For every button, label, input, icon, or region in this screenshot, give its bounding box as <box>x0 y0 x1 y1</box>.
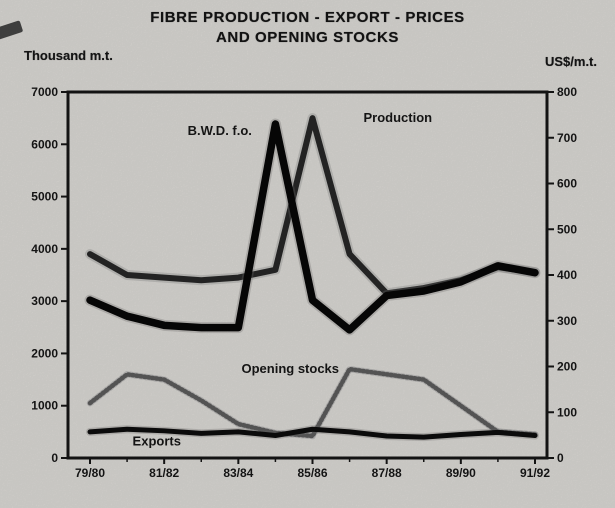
left-axis-tick-label: 3000 <box>31 294 58 308</box>
series-line-production-ghost <box>85 113 540 299</box>
x-axis-tick-label: 91/92 <box>520 466 550 480</box>
left-axis-tick-label: 7000 <box>31 85 58 99</box>
x-axis-tick-label: 87/88 <box>372 466 402 480</box>
right-axis-tick-label: 300 <box>557 314 577 328</box>
x-axis-tick-label: 79/80 <box>75 466 105 480</box>
right-axis-tick-label: 700 <box>557 131 577 145</box>
right-axis-tick-label: 100 <box>557 405 577 419</box>
series-label-opening-stocks: Opening stocks <box>241 361 339 376</box>
series-line-production <box>87 115 538 297</box>
series-line-price <box>86 120 539 334</box>
right-axis-tick-label: 400 <box>557 268 577 282</box>
left-axis-tick-label: 4000 <box>31 242 58 256</box>
right-axis-tick-label: 800 <box>557 85 577 99</box>
x-axis-tick-label: 89/90 <box>446 466 476 480</box>
right-axis-tick-label: 500 <box>557 222 577 236</box>
right-axis-tick-label: 0 <box>557 451 564 465</box>
left-axis-tick-label: 1000 <box>31 399 58 413</box>
series-label-exports: Exports <box>133 433 181 448</box>
left-axis-tick-label: 5000 <box>31 190 58 204</box>
series-label-b-w-d-f-o: B.W.D. f.o. <box>188 123 252 138</box>
left-axis-tick-label: 6000 <box>31 137 58 151</box>
x-axis-tick-label: 81/82 <box>149 466 179 480</box>
right-axis-tick-label: 200 <box>557 360 577 374</box>
left-axis-tick-label: 2000 <box>31 346 58 360</box>
x-axis-tick-label: 83/84 <box>223 466 253 480</box>
series-label-production: Production <box>363 110 432 125</box>
right-axis-tick-label: 600 <box>557 177 577 191</box>
left-axis-tick-label: 0 <box>51 451 58 465</box>
x-axis-tick-label: 85/86 <box>297 466 327 480</box>
